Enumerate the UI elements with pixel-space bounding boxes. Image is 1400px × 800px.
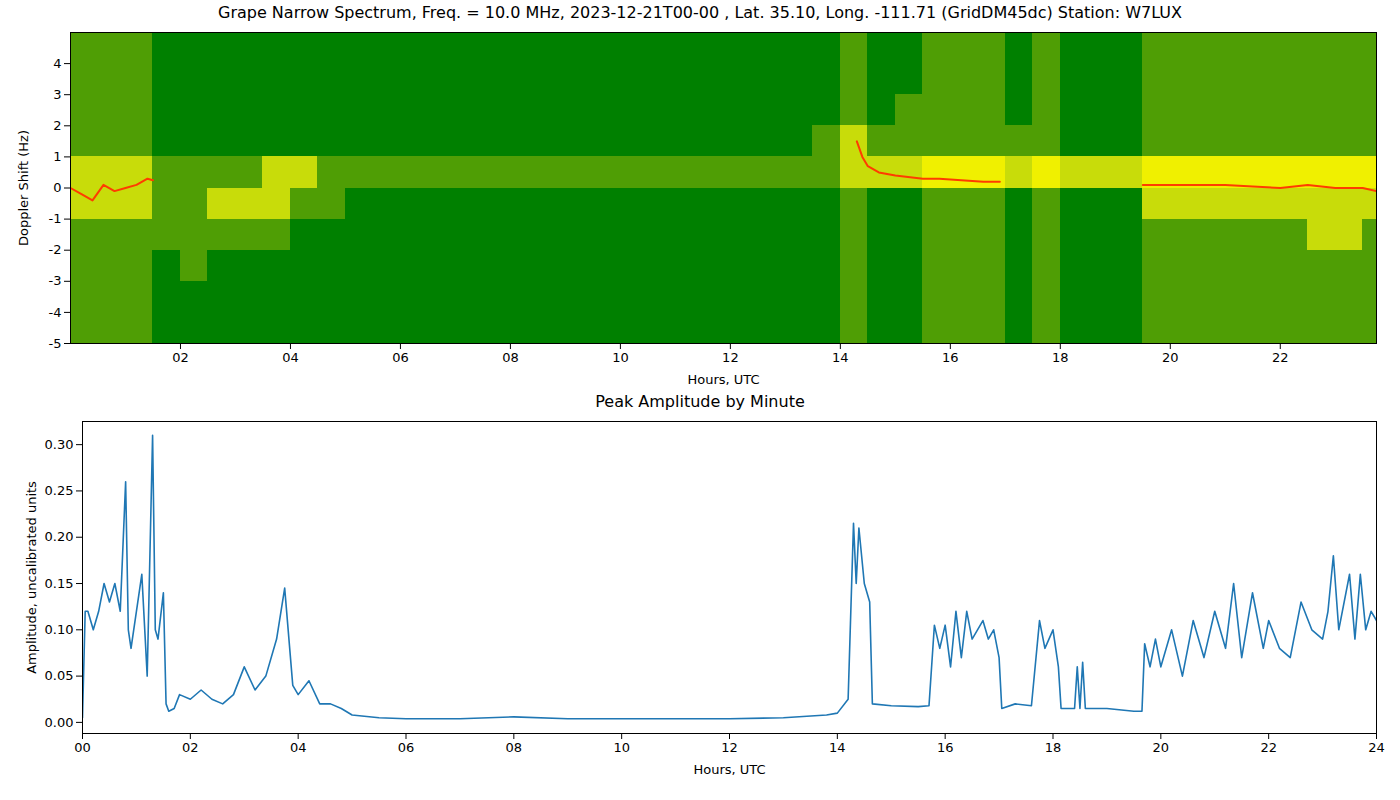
- svg-text:3: 3: [53, 87, 61, 102]
- svg-text:0: 0: [53, 180, 61, 195]
- svg-text:18: 18: [1052, 350, 1069, 365]
- svg-text:22: 22: [1272, 350, 1289, 365]
- svg-text:00: 00: [74, 740, 91, 755]
- svg-text:0.05: 0.05: [45, 668, 74, 683]
- svg-text:22: 22: [1260, 740, 1277, 755]
- svg-text:02: 02: [182, 740, 199, 755]
- svg-text:14: 14: [829, 740, 846, 755]
- svg-text:Doppler Shift (Hz): Doppler Shift (Hz): [16, 130, 31, 246]
- html-text:Peak Amplitude by Minute: Peak Amplitude by Minute: [595, 392, 805, 411]
- svg-text:-3: -3: [49, 273, 62, 288]
- svg-text:16: 16: [937, 740, 954, 755]
- svg-text:4: 4: [53, 56, 61, 71]
- svg-text:0.00: 0.00: [45, 715, 74, 730]
- svg-text:08: 08: [502, 350, 519, 365]
- svg-text:20: 20: [1162, 350, 1179, 365]
- svg-text:0.20: 0.20: [45, 529, 74, 544]
- svg-text:04: 04: [290, 740, 307, 755]
- svg-text:08: 08: [506, 740, 523, 755]
- svg-text:18: 18: [1045, 740, 1062, 755]
- svg-text:1: 1: [53, 149, 61, 164]
- svg-text:10: 10: [612, 350, 629, 365]
- svg-text:Hours, UTC: Hours, UTC: [693, 762, 765, 777]
- svg-text:04: 04: [282, 350, 299, 365]
- svg-text:Hours, UTC: Hours, UTC: [687, 372, 759, 387]
- svg-text:24: 24: [1368, 740, 1385, 755]
- svg-text:06: 06: [392, 350, 409, 365]
- svg-text:0.30: 0.30: [45, 437, 74, 452]
- svg-text:10: 10: [613, 740, 630, 755]
- svg-text:12: 12: [721, 740, 738, 755]
- svg-text:2: 2: [53, 118, 61, 133]
- svg-text:02: 02: [172, 350, 189, 365]
- svg-text:-1: -1: [49, 211, 62, 226]
- svg-text:0.15: 0.15: [45, 576, 74, 591]
- svg-text:14: 14: [832, 350, 849, 365]
- svg-text:20: 20: [1153, 740, 1170, 755]
- svg-text:16: 16: [942, 350, 959, 365]
- svg-text:-2: -2: [49, 242, 62, 257]
- svg-text:12: 12: [722, 350, 739, 365]
- svg-text:0.10: 0.10: [45, 622, 74, 637]
- svg-text:06: 06: [398, 740, 415, 755]
- svg-text:Amplitude, uncalibrated units: Amplitude, uncalibrated units: [24, 481, 39, 674]
- svg-text:-4: -4: [49, 305, 62, 320]
- html-text:Grape Narrow Spectrum, Freq. =: Grape Narrow Spectrum, Freq. = 10.0 MHz,…: [218, 3, 1182, 22]
- svg-text:-5: -5: [49, 336, 62, 351]
- svg-text:0.25: 0.25: [45, 483, 74, 498]
